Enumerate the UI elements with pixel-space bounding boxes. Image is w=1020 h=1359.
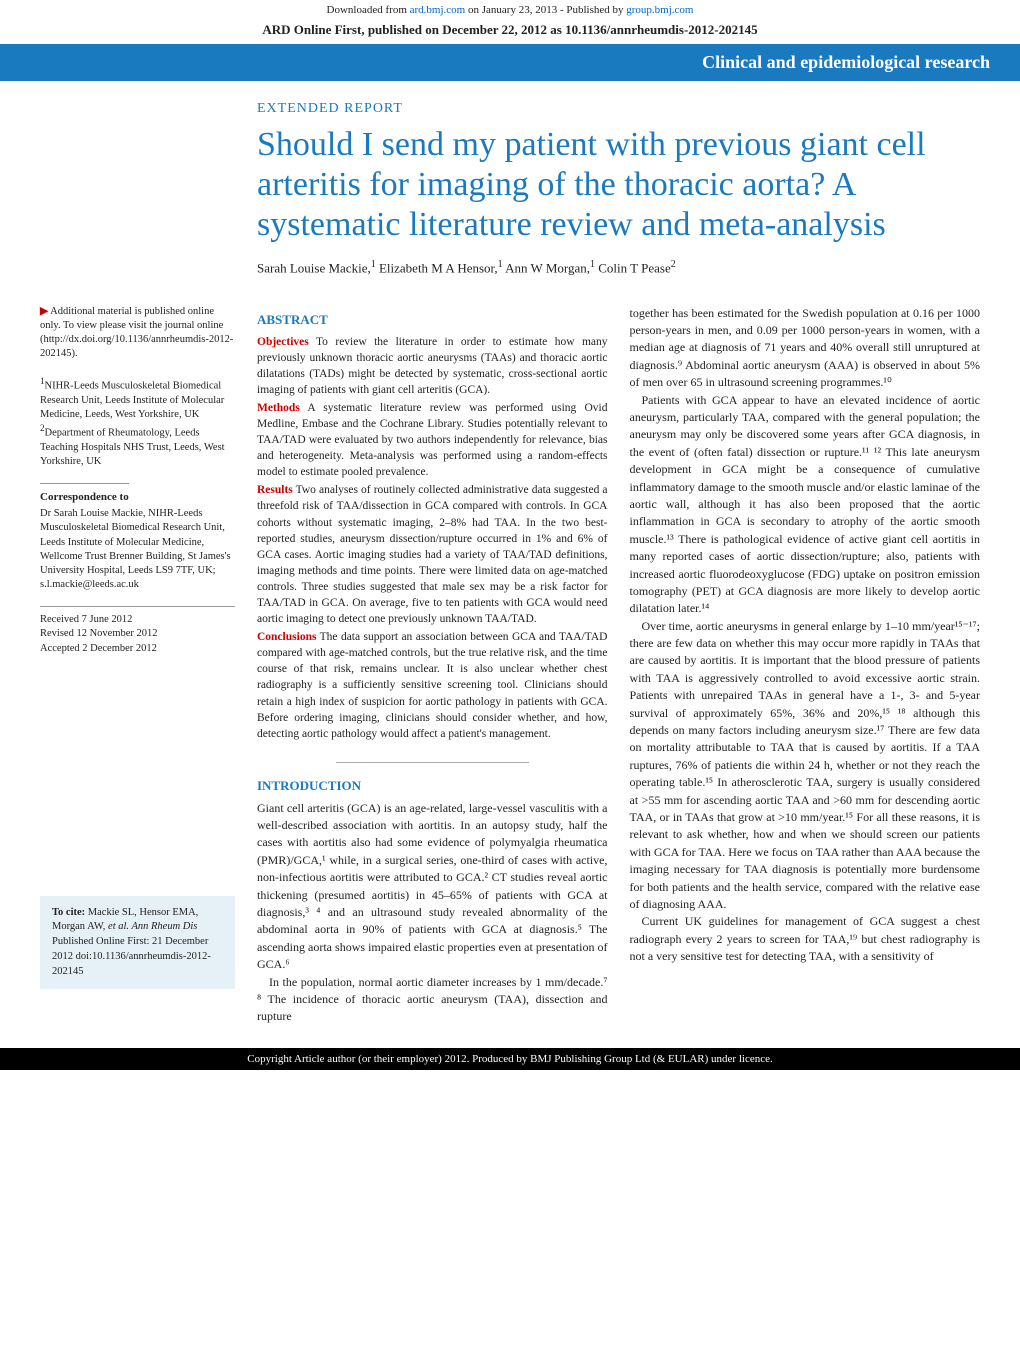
main-body: ABSTRACT Objectives To review the litera… [257,305,980,1026]
author-3: Ann W Morgan, [505,261,590,276]
author-1-aff: 1 [371,259,376,270]
supp-note-text: Additional material is published online … [40,306,233,360]
arrow-icon: ▶ [40,306,48,317]
correspondence-heading: Correspondence to [40,483,129,505]
intro-para-1: Giant cell arteritis (GCA) is an age-rel… [257,800,608,974]
correspondence-body: Dr Sarah Louise Mackie, NIHR-Leeds Muscu… [40,507,235,592]
dates-block: Received 7 June 2012 Revised 12 November… [40,606,235,656]
download-bar: Downloaded from ard.bmj.com on January 2… [0,0,1020,20]
abstract-heading: ABSTRACT [257,311,608,330]
cite-box: To cite: Mackie SL, Hensor EMA, Morgan A… [40,896,235,989]
date-accepted: Accepted 2 December 2012 [40,642,235,656]
conclusions-text: The data support an association between … [257,631,608,740]
results-text: Two analyses of routinely collected admi… [257,484,608,625]
author-3-aff: 1 [590,259,595,270]
right-para-4: Current UK guidelines for management of … [630,913,981,965]
conclusions-label: Conclusions [257,631,316,643]
download-link-1[interactable]: ard.bmj.com [410,4,466,16]
download-link-2[interactable]: group.bmj.com [626,4,693,16]
correspondence-block: Correspondence to Dr Sarah Louise Mackie… [40,483,235,592]
cite-italic: et al. Ann Rheum Dis [108,921,197,932]
supplementary-note: ▶ Additional material is published onlin… [40,305,235,362]
author-2-aff: 1 [498,259,503,270]
authors-line: Sarah Louise Mackie,1 Elizabeth M A Hens… [257,259,980,304]
cite-lead: To cite: [52,907,85,918]
right-para-1: together has been estimated for the Swed… [630,305,981,392]
affiliation-1: NIHR-Leeds Musculoskeletal Biomedical Re… [40,381,224,420]
sidebar: ▶ Additional material is published onlin… [40,305,235,1026]
introduction-heading: INTRODUCTION [257,777,608,796]
abstract-results: Results Two analyses of routinely collec… [257,482,608,627]
results-label: Results [257,484,293,496]
abstract-conclusions: Conclusions The data support an associat… [257,629,608,742]
right-para-2: Patients with GCA appear to have an elev… [630,392,981,618]
methods-label: Methods [257,402,300,414]
download-mid: on January 23, 2013 - Published by [465,4,626,16]
objectives-text: To review the literature in order to est… [257,336,608,396]
date-revised: Revised 12 November 2012 [40,627,235,641]
text-column-right: together has been estimated for the Swed… [630,305,981,1026]
author-4: Colin T Pease [598,261,670,276]
author-1: Sarah Louise Mackie, [257,261,371,276]
methods-text: A systematic literature review was perfo… [257,402,608,478]
text-column-left: ABSTRACT Objectives To review the litera… [257,305,608,1026]
download-prefix: Downloaded from [327,4,410,16]
author-4-aff: 2 [671,259,676,270]
ard-online-first-header: ARD Online First, published on December … [0,20,1020,44]
abstract-block: Objectives To review the literature in o… [257,334,608,742]
right-para-3: Over time, aortic aneurysms in general e… [630,618,981,914]
affiliation-2: Department of Rheumatology, Leeds Teachi… [40,428,225,467]
text-columns: ABSTRACT Objectives To review the litera… [257,305,980,1026]
main-columns: ▶ Additional material is published onlin… [40,305,980,1026]
copyright-footer: Copyright Article author (or their emplo… [0,1048,1020,1070]
date-received: Received 7 June 2012 [40,613,235,627]
objectives-label: Objectives [257,336,309,348]
section-banner: Clinical and epidemiological research [0,44,1020,81]
affiliations: 1NIHR-Leeds Musculoskeletal Biomedical R… [40,375,235,469]
author-2: Elizabeth M A Hensor, [379,261,498,276]
cite-tail: Published Online First: 21 December 2012… [52,936,211,976]
extended-report-label: EXTENDED REPORT [257,101,980,125]
abstract-rule [336,762,529,763]
intro-para-2: In the population, normal aortic diamete… [257,974,608,1026]
abstract-objectives: Objectives To review the literature in o… [257,334,608,398]
abstract-methods: Methods A systematic literature review w… [257,400,608,480]
page-content: EXTENDED REPORT Should I send my patient… [0,81,1020,1036]
article-title: Should I send my patient with previous g… [257,125,980,259]
